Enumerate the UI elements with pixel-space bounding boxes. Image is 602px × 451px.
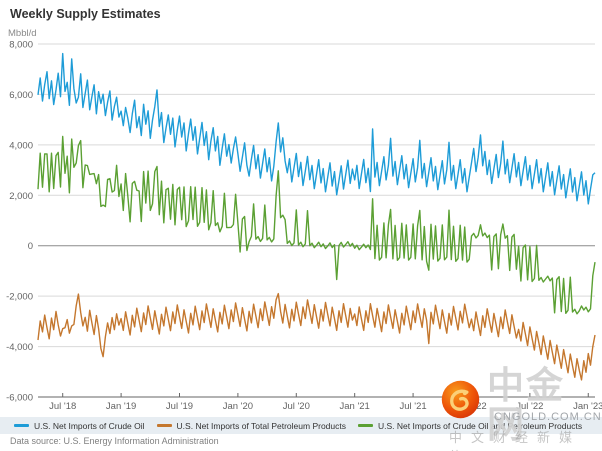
x-tick-label: Jul '18 — [49, 401, 76, 412]
y-tick-label: 8,000 — [9, 40, 33, 51]
legend: U.S. Net Imports of Crude Oil U.S. Net Im… — [0, 417, 602, 434]
x-tick-label: Jul '20 — [283, 401, 310, 412]
y-tick-label: 4,000 — [9, 140, 33, 151]
x-tick-label: Jan '22 — [456, 401, 486, 412]
x-tick-label: Jan '21 — [340, 401, 370, 412]
chart-title: Weekly Supply Estimates — [10, 7, 161, 21]
y-tick-label: -6,000 — [6, 393, 33, 404]
legend-label: U.S. Net Imports of Crude Oil — [34, 420, 145, 431]
y-tick-label: -4,000 — [6, 342, 33, 353]
y-tick-label: 6,000 — [9, 90, 33, 101]
x-tick-label: Jul '22 — [516, 401, 543, 412]
legend-item-2[interactable]: U.S. Net Imports of Crude Oil and Petrol… — [358, 421, 582, 431]
series-line-0 — [37, 52, 596, 205]
legend-dash-icon — [156, 424, 172, 427]
legend-item-0[interactable]: U.S. Net Imports of Crude Oil — [14, 421, 145, 431]
series-line-2 — [37, 135, 596, 315]
legend-label: U.S. Net Imports of Crude Oil and Petrol… — [378, 420, 583, 431]
supply-estimates-chart: 8,000 6,000 4,000 2,000 0 -2,000 -4,000 -6,000 J… — [6, 40, 602, 413]
series-line-1 — [37, 292, 596, 381]
y-axis-unit-label: Mbbl/d — [8, 28, 37, 39]
legend-item-1[interactable]: U.S. Net Imports of Total Petroleum Prod… — [156, 420, 346, 431]
legend-dash-icon — [14, 424, 29, 427]
legend-label: U.S. Net Imports of Total Petroleum Prod… — [176, 420, 346, 431]
x-tick-label: Jul '19 — [166, 401, 193, 412]
data-source-text: Data source: U.S. Energy Information Adm… — [10, 436, 219, 446]
legend-dash-icon — [358, 424, 373, 427]
y-tick-label: 2,000 — [9, 191, 33, 202]
y-tick-label: 0 — [28, 241, 33, 252]
x-tick-label: Jan '23 — [573, 401, 602, 412]
x-tick-label: Jan '19 — [106, 401, 136, 412]
x-tick-label: Jul '21 — [399, 401, 426, 412]
legend-items: U.S. Net Imports of Crude Oil U.S. Net Im… — [14, 421, 582, 431]
x-tick-label: Jan '20 — [223, 401, 253, 412]
y-tick-label: -2,000 — [6, 292, 33, 303]
